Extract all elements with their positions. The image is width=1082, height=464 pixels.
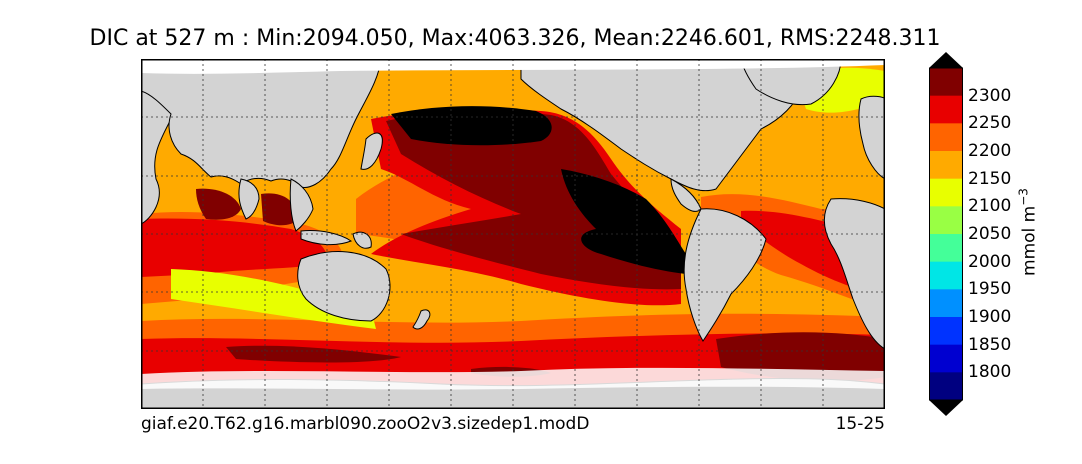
southern-band-2350-west	[226, 345, 401, 363]
pacific-over-north	[391, 106, 552, 146]
case-name: giaf.e20.T62.g16.marbl090.zooO2v3.sizede…	[141, 414, 590, 434]
colorbar-segment	[929, 261, 963, 290]
colorbar-segment	[929, 372, 963, 401]
colorbar-tick-label: 2150	[968, 168, 1012, 189]
colorbar-segment	[929, 289, 963, 318]
colorbar-segment	[929, 151, 963, 180]
colorbar-tick-label: 2000	[968, 251, 1012, 272]
graticule	[141, 59, 885, 409]
colorbar-segment	[929, 317, 963, 346]
year-range: 15-25	[835, 414, 885, 434]
map-title: DIC at 527 m : Min:2094.050, Max:4063.32…	[89, 26, 941, 51]
colorbar-tick-label: 2050	[968, 224, 1012, 244]
colorbar-unit-label: mmol m−3	[1016, 188, 1040, 276]
colorbar-tick-label: 2100	[968, 196, 1012, 217]
colorbar-over-triangle	[929, 52, 963, 68]
map-border	[141, 59, 885, 409]
colorbar-segment	[929, 206, 963, 235]
unit-exponent: −3	[1016, 188, 1031, 206]
colorbar-outline	[929, 67, 963, 401]
indian-2150	[171, 269, 376, 329]
indian-2350-bengal	[261, 193, 299, 226]
colorbar-segment	[929, 344, 963, 373]
colorbar-tick-label: 2300	[968, 85, 1012, 106]
indian-2350-arabian	[196, 188, 241, 220]
colorbar-tick-label: 2250	[968, 113, 1012, 134]
colorbar-tick-label: 1950	[968, 279, 1012, 300]
colorbar-tick-label: 1800	[968, 362, 1012, 383]
colorbar-tick-label: 1850	[968, 334, 1012, 355]
indian-2300	[141, 218, 327, 277]
colorbar-segment	[929, 234, 963, 263]
dic-map	[141, 59, 885, 409]
colorbar	[929, 52, 963, 416]
colorbar-segment	[929, 178, 963, 207]
colorbar-segment	[929, 95, 963, 124]
colorbar-segment	[929, 68, 963, 97]
colorbar-under-triangle	[929, 400, 963, 416]
colorbar-segment	[929, 123, 963, 152]
pacific-over-east	[561, 169, 686, 274]
colorbar-tick-label: 1900	[968, 307, 1012, 327]
colorbar-tick-label: 2200	[968, 141, 1012, 161]
